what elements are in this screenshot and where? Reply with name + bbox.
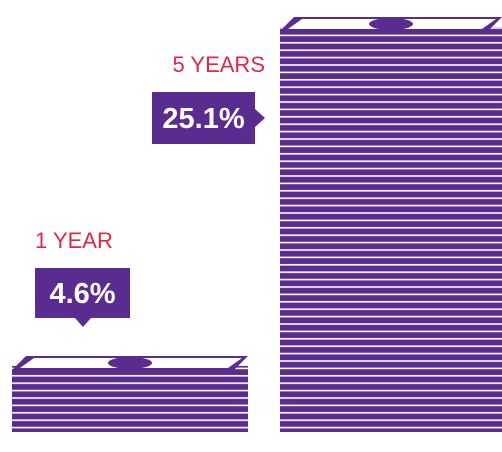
value-label: 4.6% [49, 278, 115, 310]
value-label: 25.1% [162, 103, 244, 135]
bill-seal [369, 18, 413, 30]
category-label: 5 YEARS [172, 52, 265, 77]
bill-seal [108, 357, 152, 369]
money-stack [280, 27, 502, 432]
category-label: 1 YEAR [35, 228, 113, 253]
money-stack [12, 366, 248, 432]
box-pointer [75, 318, 91, 327]
infographic: 1 YEAR 4.6% 5 YEARS 25.1% [0, 0, 502, 452]
box-pointer [255, 109, 265, 127]
